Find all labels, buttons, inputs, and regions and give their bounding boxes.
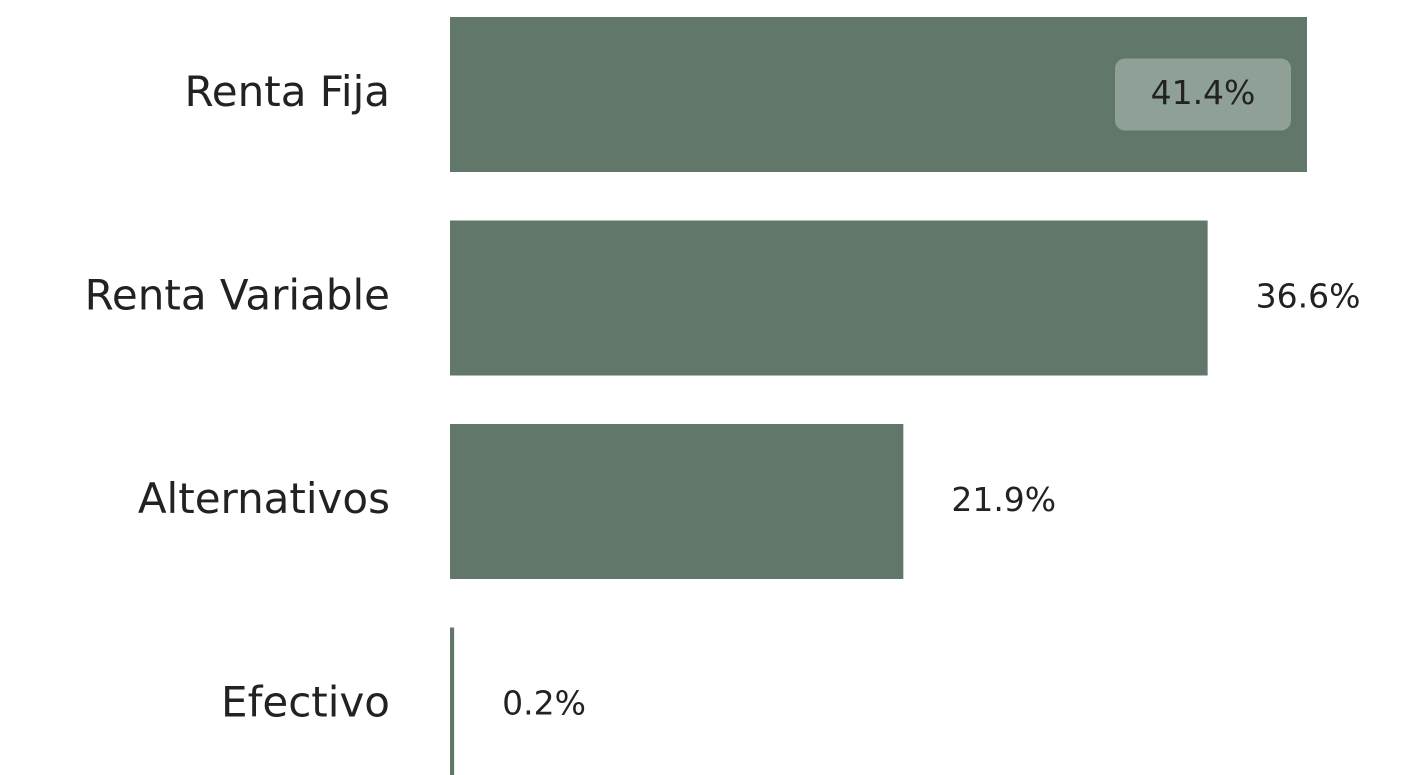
bar	[450, 220, 1208, 376]
category-label: Renta Variable	[85, 271, 390, 320]
category-label: Alternativos	[138, 474, 390, 523]
value-label-box	[1115, 58, 1291, 131]
bar	[450, 627, 455, 775]
value-label: 41.4%	[1151, 73, 1256, 112]
value-label: 36.6%	[1256, 277, 1361, 316]
category-label: Efectivo	[221, 678, 390, 727]
bar	[450, 424, 904, 579]
category-label: Renta Fija	[185, 67, 391, 116]
value-label: 0.2%	[502, 684, 586, 723]
value-label: 21.9%	[951, 480, 1056, 519]
